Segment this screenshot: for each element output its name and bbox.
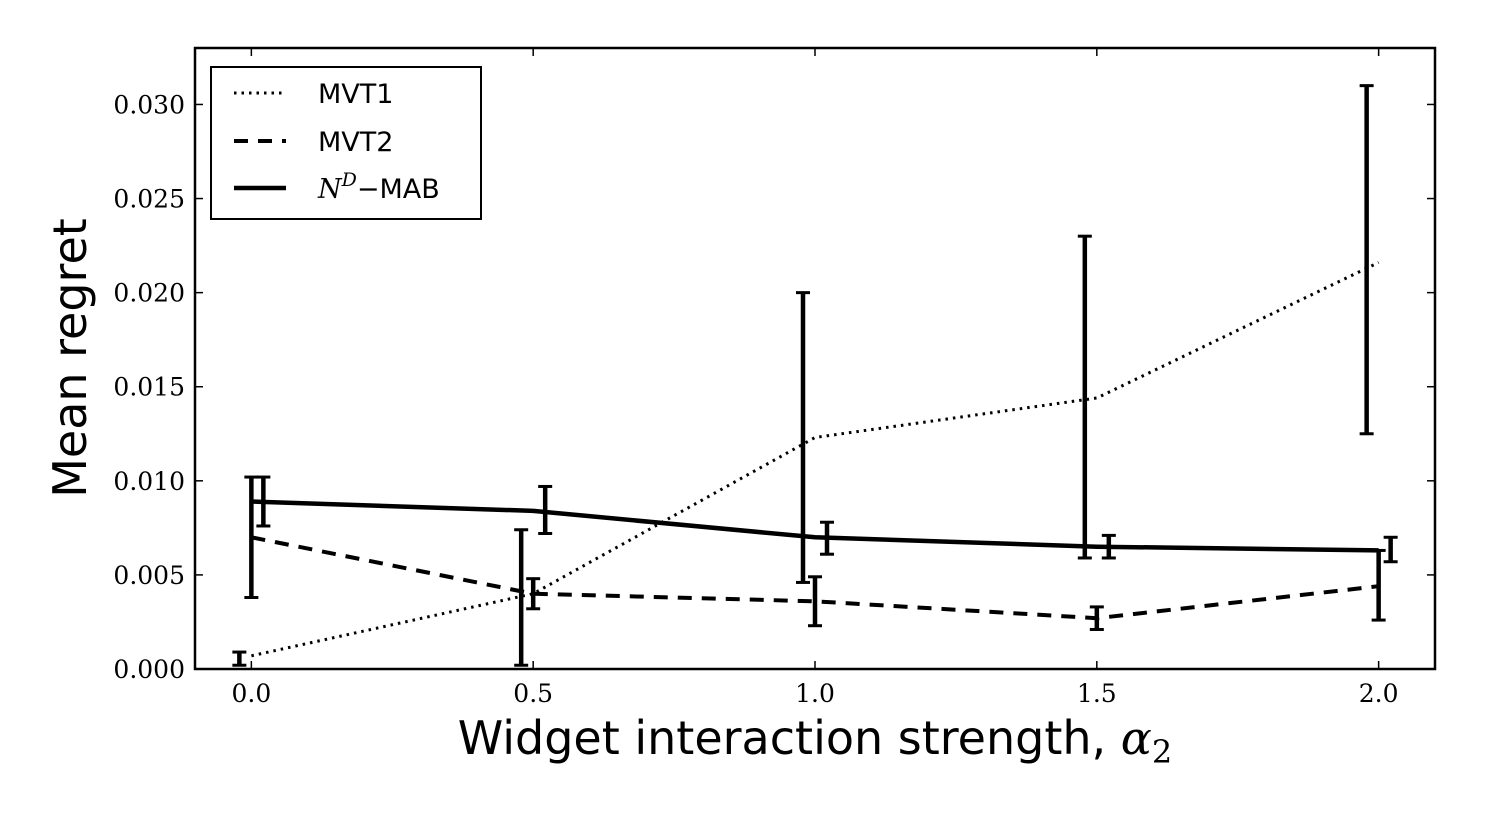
x-tick-label: 1.5 [1077,679,1117,708]
x-tick-label: 0.5 [513,679,553,708]
y-tick-label: 0.005 [113,561,185,590]
x-axis-title: Widget interaction strength, α2 [458,711,1172,771]
x-axis-title-symbol: α [1121,711,1152,765]
series-line-2 [251,502,1378,551]
error-bar [796,293,810,583]
error-bar [1360,86,1374,434]
legend: MVT1 MVT2 ND−MAB [211,67,481,219]
y-tick-label: 0.030 [113,90,185,119]
error-bar [1384,537,1398,561]
legend-label-nd-mab-superscript: D [341,169,357,191]
x-tick-label: 0.0 [231,679,271,708]
x-axis-title-text: Widget interaction strength, [458,711,1121,765]
error-bar [232,652,246,665]
y-tick-label: 0.000 [113,655,185,684]
y-tick-label: 0.010 [113,467,185,496]
legend-label-nd-mab-symbol: N [317,174,343,205]
x-tick-label: 1.0 [795,679,835,708]
error-bar [1078,236,1092,558]
y-tick-label: 0.020 [113,279,185,308]
legend-label-nd-mab-suffix: −MAB [357,174,440,205]
x-axis-title-subscript: 2 [1152,733,1172,771]
legend-label-nd-mab: ND−MAB [317,169,440,205]
y-axis-title: Mean regret [43,218,97,498]
legend-label-mvt1: MVT1 [318,79,393,110]
x-tick-label: 2.0 [1359,679,1399,708]
legend-label-mvt2: MVT2 [318,127,393,158]
y-tick-label: 0.025 [113,185,185,214]
y-tick-label: 0.015 [113,373,185,402]
